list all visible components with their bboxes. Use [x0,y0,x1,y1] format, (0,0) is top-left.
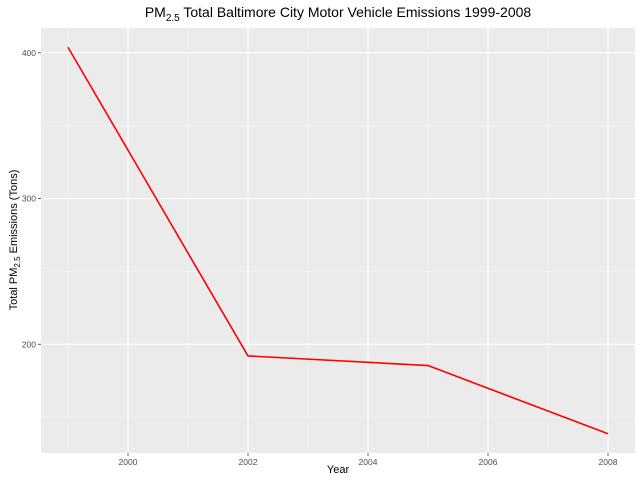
x-tick-label: 2002 [239,457,258,467]
x-axis-title: Year [327,464,350,476]
y-tick-label: 400 [22,48,36,58]
y-tick-label: 200 [22,339,36,349]
series-line [67,46,609,435]
axis-layer: 2000 2002 2004 2006 2008 200 300 400 [22,48,618,467]
y-axis-title: Total PM2.5 Emissions (Tons) [8,170,22,311]
chart-title: PM2.5 Total Baltimore City Motor Vehicle… [145,4,532,24]
plot-panel [41,28,635,453]
x-tick-label: 2008 [599,457,618,467]
x-tick-label: 2000 [119,457,138,467]
series-layer [67,46,609,435]
y-tick-label: 300 [22,194,36,204]
x-tick-label: 2004 [359,457,378,467]
x-tick-label: 2006 [479,457,498,467]
grid-lines [41,28,635,453]
